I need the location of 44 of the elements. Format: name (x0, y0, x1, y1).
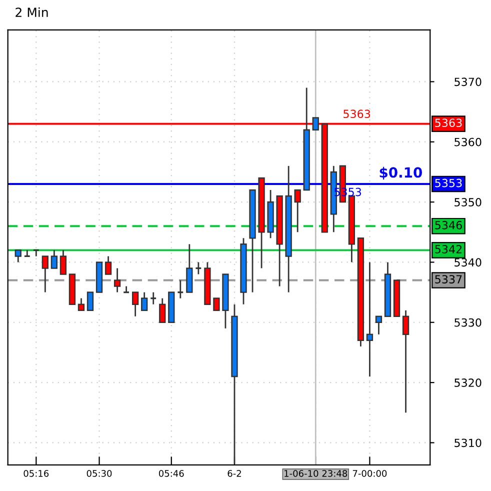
y-tick-label: 5360 (454, 138, 482, 146)
chart-title: 2 Min (16, 7, 48, 17)
candlestick (294, 189, 301, 233)
y-tick-label: 5330 (454, 318, 482, 327)
candlestick (402, 310, 410, 414)
candlestick (176, 280, 184, 299)
ref-line-label: 5363 (435, 118, 462, 128)
ref-line-label: 5346 (435, 220, 462, 230)
x-tick-label: 05:16 (24, 470, 49, 477)
x-tick-label: 05:30 (86, 470, 112, 477)
y-tick-label: 5340 (454, 258, 482, 267)
ref-line-label: 5342 (435, 244, 462, 254)
annotation: $0.10 (380, 166, 422, 180)
y-tick-label: 5310 (454, 438, 482, 448)
candlestick (104, 255, 112, 275)
candlestick (141, 292, 148, 312)
candlestick (14, 249, 22, 263)
candlestick (78, 298, 85, 312)
candlestick (366, 262, 374, 378)
candlestick (24, 249, 31, 258)
candlestick (375, 316, 382, 336)
candlestick (50, 249, 58, 269)
y-tick-label: 5350 (454, 198, 482, 206)
candlestick (194, 262, 202, 275)
y-tick-label: 5320 (454, 378, 482, 387)
x-tick-label: 7-00:00 (352, 470, 387, 477)
y-tick-label: 5370 (454, 78, 482, 86)
candlestick (86, 292, 94, 311)
x-tick-label: 1-06-10 23:48 (284, 470, 348, 477)
candlestick (312, 117, 319, 130)
candlestick (60, 249, 67, 275)
annotation: 5363 (344, 110, 370, 118)
x-tick-label: 6-2 (228, 470, 241, 477)
candlestick (213, 298, 220, 311)
ref-line-label: 5337 (435, 275, 462, 284)
candlestick (42, 255, 49, 293)
candlestick (150, 292, 157, 306)
candlestick (122, 286, 130, 294)
candlestick (159, 298, 166, 324)
ref-line-label: 5353 (435, 178, 462, 188)
candlestick (32, 249, 40, 257)
candlestick (114, 268, 121, 293)
candlestick (132, 292, 139, 318)
x-tick-label: 05:46 (158, 470, 184, 477)
